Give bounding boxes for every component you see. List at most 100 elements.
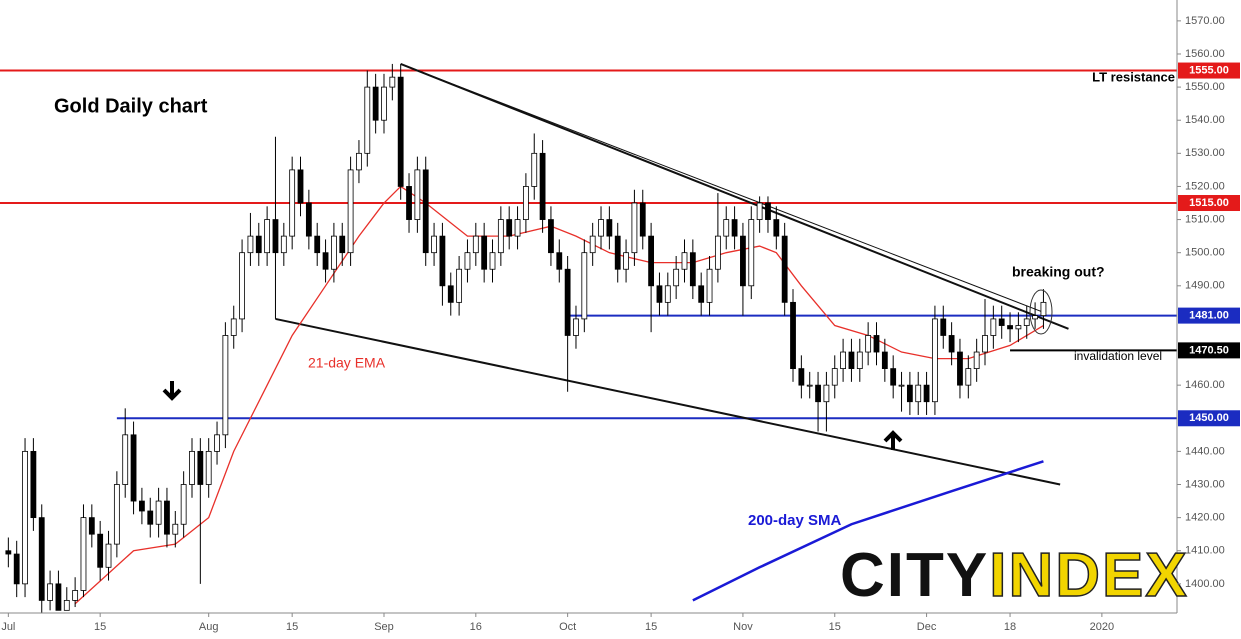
x-tick-label: 16 xyxy=(470,621,482,633)
x-tick-label: 18 xyxy=(1004,621,1016,633)
candle-body xyxy=(756,202,763,220)
candle-body xyxy=(456,268,463,303)
candle-body xyxy=(113,484,120,545)
candle-body xyxy=(139,500,145,512)
level-tag xyxy=(1178,195,1240,212)
candle-body xyxy=(673,268,680,287)
candle-body xyxy=(723,219,730,237)
candle-body xyxy=(798,368,805,386)
candle-body xyxy=(614,235,621,270)
candle-body xyxy=(280,235,287,254)
candle-body xyxy=(331,235,337,270)
candle-body xyxy=(472,235,479,254)
candle-body xyxy=(414,169,421,220)
x-tick-label: Sep xyxy=(374,621,394,633)
candle-body xyxy=(865,335,872,353)
x-tick-label: 15 xyxy=(286,621,298,633)
candle-body xyxy=(356,152,362,171)
candle-body xyxy=(272,219,279,254)
candle-body xyxy=(698,285,705,303)
candle-body xyxy=(906,384,913,403)
annotation: 21-day EMA xyxy=(308,355,386,371)
candle-body xyxy=(731,219,738,237)
candle-body xyxy=(664,285,671,303)
y-tick-label: 1490.00 xyxy=(1185,280,1225,292)
annotation: 200-day SMA xyxy=(748,512,842,529)
candle-body xyxy=(765,202,771,220)
candle-body xyxy=(1007,325,1013,330)
highlight-circle xyxy=(1029,289,1053,335)
candle-body xyxy=(297,169,304,204)
y-tick-label: 1540.00 xyxy=(1185,114,1225,126)
y-tick-label: 1560.00 xyxy=(1185,48,1225,60)
candle-body xyxy=(631,202,638,254)
candle-body xyxy=(105,543,112,568)
y-tick-label: 1530.00 xyxy=(1185,147,1225,159)
candle-body xyxy=(13,553,20,585)
candle-body xyxy=(55,583,62,611)
candle-body xyxy=(1023,318,1030,326)
candle-body xyxy=(957,351,963,386)
candle-body xyxy=(556,252,563,270)
candle-body xyxy=(406,186,412,220)
candle-body xyxy=(381,86,387,121)
y-tick-label: 1430.00 xyxy=(1185,478,1225,490)
logo: CITYINDEX xyxy=(840,541,1189,610)
x-tick-label: Aug xyxy=(199,621,219,633)
candle-body xyxy=(890,368,897,386)
candle-body xyxy=(998,318,1005,326)
up-arrow xyxy=(883,430,903,450)
level-label: 1481.00 xyxy=(1189,310,1229,322)
candle-body xyxy=(748,219,755,287)
candle-body xyxy=(422,169,429,254)
candle-body xyxy=(497,219,504,254)
candle-body xyxy=(589,235,596,254)
candle-body xyxy=(831,368,838,386)
candle-body xyxy=(1040,301,1047,317)
level-label: 1515.00 xyxy=(1189,197,1229,209)
y-tick-label: 1570.00 xyxy=(1185,15,1225,27)
plot-area xyxy=(0,62,1177,613)
indicator-line xyxy=(692,460,1044,602)
candle-body xyxy=(372,86,379,121)
candle-body xyxy=(856,351,863,369)
candle-body xyxy=(973,351,980,369)
candle-body xyxy=(522,186,529,220)
candle-body xyxy=(948,335,955,353)
candle-body xyxy=(72,590,79,601)
x-tick-label: Nov xyxy=(733,621,753,633)
candle-body xyxy=(397,76,404,187)
level-tag xyxy=(1178,307,1240,324)
candle-body xyxy=(714,235,721,270)
candle-body xyxy=(47,583,53,601)
candle-body xyxy=(5,550,12,555)
y-tick-label: 1510.00 xyxy=(1185,213,1225,225)
y-tick-label: 1460.00 xyxy=(1185,379,1225,391)
chart-title: Gold Daily chart xyxy=(54,95,208,117)
candle-body xyxy=(289,169,296,237)
annotation: breaking out? xyxy=(1012,264,1105,280)
candle-body xyxy=(581,252,588,320)
candle-body xyxy=(130,434,137,502)
candle-body xyxy=(147,510,154,525)
candle-body xyxy=(347,169,354,254)
candle-body xyxy=(806,384,813,387)
candle-body xyxy=(873,335,880,353)
candle-body xyxy=(122,434,129,485)
candle-body xyxy=(848,351,855,369)
logo-left: CITY xyxy=(840,541,989,610)
candle-body xyxy=(781,235,788,303)
y-tick-label: 1500.00 xyxy=(1185,247,1225,259)
candle-body xyxy=(63,600,70,611)
candle-body xyxy=(506,219,513,237)
candle-body xyxy=(214,434,220,452)
candle-body xyxy=(548,219,554,254)
candle-body xyxy=(22,450,28,585)
candle-body xyxy=(38,517,45,601)
annotation: LT resistance xyxy=(1092,69,1175,84)
candle-body xyxy=(840,351,846,369)
candle-body xyxy=(222,335,229,436)
candle-body xyxy=(881,351,888,369)
y-tick-label: 1440.00 xyxy=(1185,445,1225,457)
